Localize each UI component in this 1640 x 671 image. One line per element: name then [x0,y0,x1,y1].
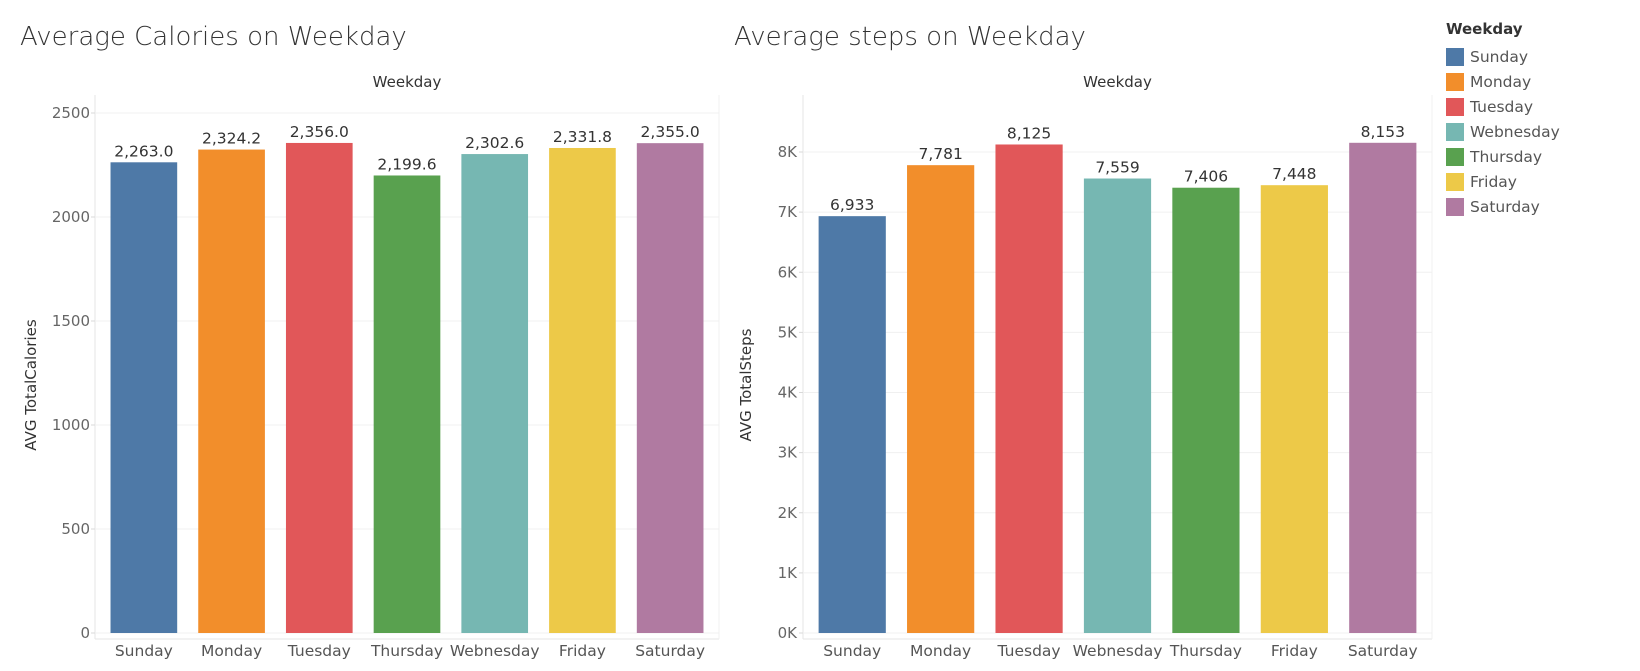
data-label-calories-tuesday: 2,356.0 [290,123,349,141]
data-label-steps-saturday: 8,153 [1361,123,1405,141]
data-label-steps-thursday: 7,406 [1184,168,1228,186]
y-tick-label-steps: 6K [778,263,799,281]
y-tick-label-calories: 0 [80,624,90,642]
bar-steps-thursday [1172,187,1240,634]
y-axis-title-calories: AVG TotalCalories [22,319,40,451]
bar-steps-friday [1260,185,1328,633]
bar-steps-webnesday [1083,178,1152,633]
x-category-label-calories-saturday: Saturday [635,642,705,660]
legend: Weekday Sunday Monday Tuesday Webnesday Thur… [1446,20,1560,219]
legend-swatch [1446,72,1464,91]
x-category-label-calories-webnesday: Webnesday [450,642,540,660]
legend-item-monday[interactable]: Monday [1446,69,1560,94]
bar-calories-tuesday [285,142,353,633]
legend-swatch [1446,97,1464,116]
x-category-label-calories-monday: Monday [201,642,262,660]
y-tick-label-steps: 8K [778,143,799,161]
y-tick-label-calories: 500 [61,520,90,538]
y-tick-label-calories: 1000 [52,416,90,434]
column-header-steps: Weekday [1083,73,1152,91]
bar-calories-webnesday [461,154,529,633]
legend-swatch [1446,197,1464,216]
data-label-calories-thursday: 2,199.6 [377,155,436,173]
x-category-label-calories-friday: Friday [559,642,606,660]
legend-swatch [1446,172,1464,191]
data-label-steps-tuesday: 8,125 [1007,124,1051,142]
legend-label: Webnesday [1470,122,1560,141]
bar-calories-friday [549,147,616,633]
x-category-label-steps-webnesday: Webnesday [1073,642,1163,660]
legend-label: Tuesday [1470,97,1534,116]
x-category-label-calories-sunday: Sunday [115,642,173,660]
legend-item-tuesday[interactable]: Tuesday [1446,94,1560,119]
x-category-label-calories-tuesday: Tuesday [287,642,351,660]
column-header-calories: Weekday [373,73,442,91]
data-label-steps-monday: 7,781 [918,145,962,163]
legend-title: Weekday [1446,20,1523,38]
bar-calories-monday [198,149,265,633]
x-category-label-calories-thursday: Thursday [370,642,443,660]
y-axis-title-steps: AVG TotalSteps [737,328,755,441]
legend-item-webnesday[interactable]: Webnesday [1446,119,1560,144]
data-label-calories-monday: 2,324.2 [202,130,261,148]
legend-label: Thursday [1470,147,1543,166]
legend-label: Saturday [1470,197,1540,216]
x-category-label-steps-thursday: Thursday [1169,642,1242,660]
y-tick-label-steps: 1K [778,564,799,582]
legend-swatch [1446,122,1464,141]
legend-item-sunday[interactable]: Sunday [1446,44,1560,69]
bar-steps-monday [907,165,975,634]
y-tick-label-calories: 1500 [52,312,90,330]
bar-calories-thursday [373,175,441,633]
legend-item-thursday[interactable]: Thursday [1446,144,1560,169]
y-tick-label-steps: 4K [778,384,799,402]
legend-item-saturday[interactable]: Saturday [1446,194,1560,219]
legend-label: Friday [1470,172,1517,191]
bar-steps-sunday [818,216,886,633]
x-category-label-steps-sunday: Sunday [823,642,881,660]
y-tick-label-steps: 3K [778,444,799,462]
data-label-calories-saturday: 2,355.0 [641,123,700,141]
legend-label: Sunday [1470,47,1528,66]
bar-steps-tuesday [995,144,1063,633]
y-tick-label-steps: 5K [778,323,799,341]
y-tick-label-calories: 2500 [52,104,90,122]
chart-title-calories: Average Calories on Weekday [20,22,407,52]
x-category-label-steps-monday: Monday [910,642,971,660]
data-label-steps-friday: 7,448 [1272,165,1316,183]
y-tick-label-steps: 2K [778,504,799,522]
x-category-label-steps-tuesday: Tuesday [997,642,1061,660]
x-category-label-steps-friday: Friday [1271,642,1318,660]
bar-calories-sunday [110,162,178,633]
legend-label: Monday [1470,72,1532,91]
data-label-calories-sunday: 2,263.0 [114,142,173,160]
legend-items: Sunday Monday Tuesday Webnesday Thursday Frid… [1446,44,1560,219]
data-label-steps-sunday: 6,933 [830,196,874,214]
legend-item-friday[interactable]: Friday [1446,169,1560,194]
y-tick-label-calories: 2000 [52,208,90,226]
bar-steps-saturday [1349,142,1417,633]
chart-title-steps: Average steps on Weekday [734,22,1086,52]
y-tick-label-steps: 0K [778,624,799,642]
legend-swatch [1446,47,1464,66]
legend-swatch [1446,147,1464,166]
data-label-calories-webnesday: 2,302.6 [465,134,524,152]
bar-calories-saturday [636,143,704,633]
data-label-steps-webnesday: 7,559 [1095,159,1139,177]
x-category-label-steps-saturday: Saturday [1348,642,1418,660]
data-label-calories-friday: 2,331.8 [553,128,612,146]
y-tick-label-steps: 7K [778,203,799,221]
